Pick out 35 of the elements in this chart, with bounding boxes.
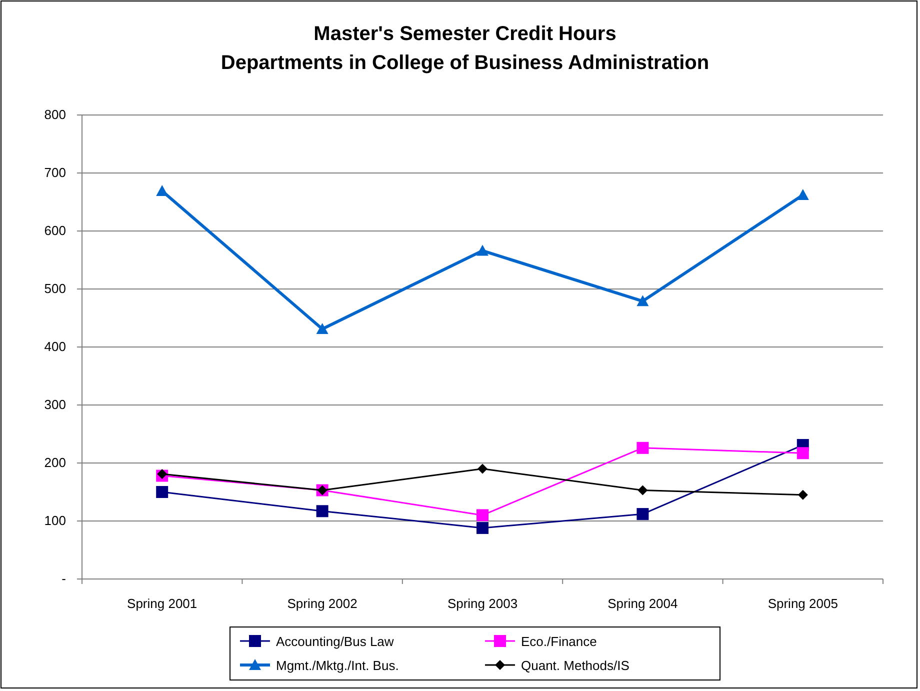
x-tick-label: Spring 2002 xyxy=(287,596,358,611)
legend-label: Eco./Finance xyxy=(521,634,597,649)
point xyxy=(476,244,488,256)
point xyxy=(796,447,809,460)
point xyxy=(796,189,809,200)
point xyxy=(156,184,168,196)
y-tick-label: 800 xyxy=(44,107,66,122)
y-tick-label: 500 xyxy=(44,281,66,296)
point xyxy=(156,486,168,498)
point xyxy=(157,469,168,480)
y-tick-label: 100 xyxy=(44,513,66,528)
y-tick-label: 600 xyxy=(44,223,66,238)
y-tick-label: 400 xyxy=(44,339,66,354)
y-tick-label: 200 xyxy=(44,455,66,470)
y-tick-label: 300 xyxy=(44,397,66,412)
legend-label: Quant. Methods/IS xyxy=(521,658,630,673)
point xyxy=(476,522,488,534)
point xyxy=(638,485,648,496)
point xyxy=(636,442,649,454)
point xyxy=(476,509,488,522)
point xyxy=(636,508,649,520)
legend-label: Mgmt./Mktg./Int. Bus. xyxy=(276,658,399,673)
x-tick-label: Spring 2001 xyxy=(127,596,198,611)
point xyxy=(636,295,649,306)
x-tick-label: Spring 2004 xyxy=(608,596,678,611)
point xyxy=(478,464,488,474)
y-tick-label: - xyxy=(62,571,66,586)
legend-label: Accounting/Bus Law xyxy=(276,634,394,649)
point xyxy=(316,505,328,518)
chart-title: Master's Semester Credit Hours Departments in College of Business Administration xyxy=(220,23,710,74)
x-tick-label: Spring 2003 xyxy=(447,596,518,611)
x-tick-label: Spring 2005 xyxy=(768,596,838,611)
y-tick-label: 700 xyxy=(44,165,66,180)
point xyxy=(316,323,328,334)
point xyxy=(798,490,808,500)
